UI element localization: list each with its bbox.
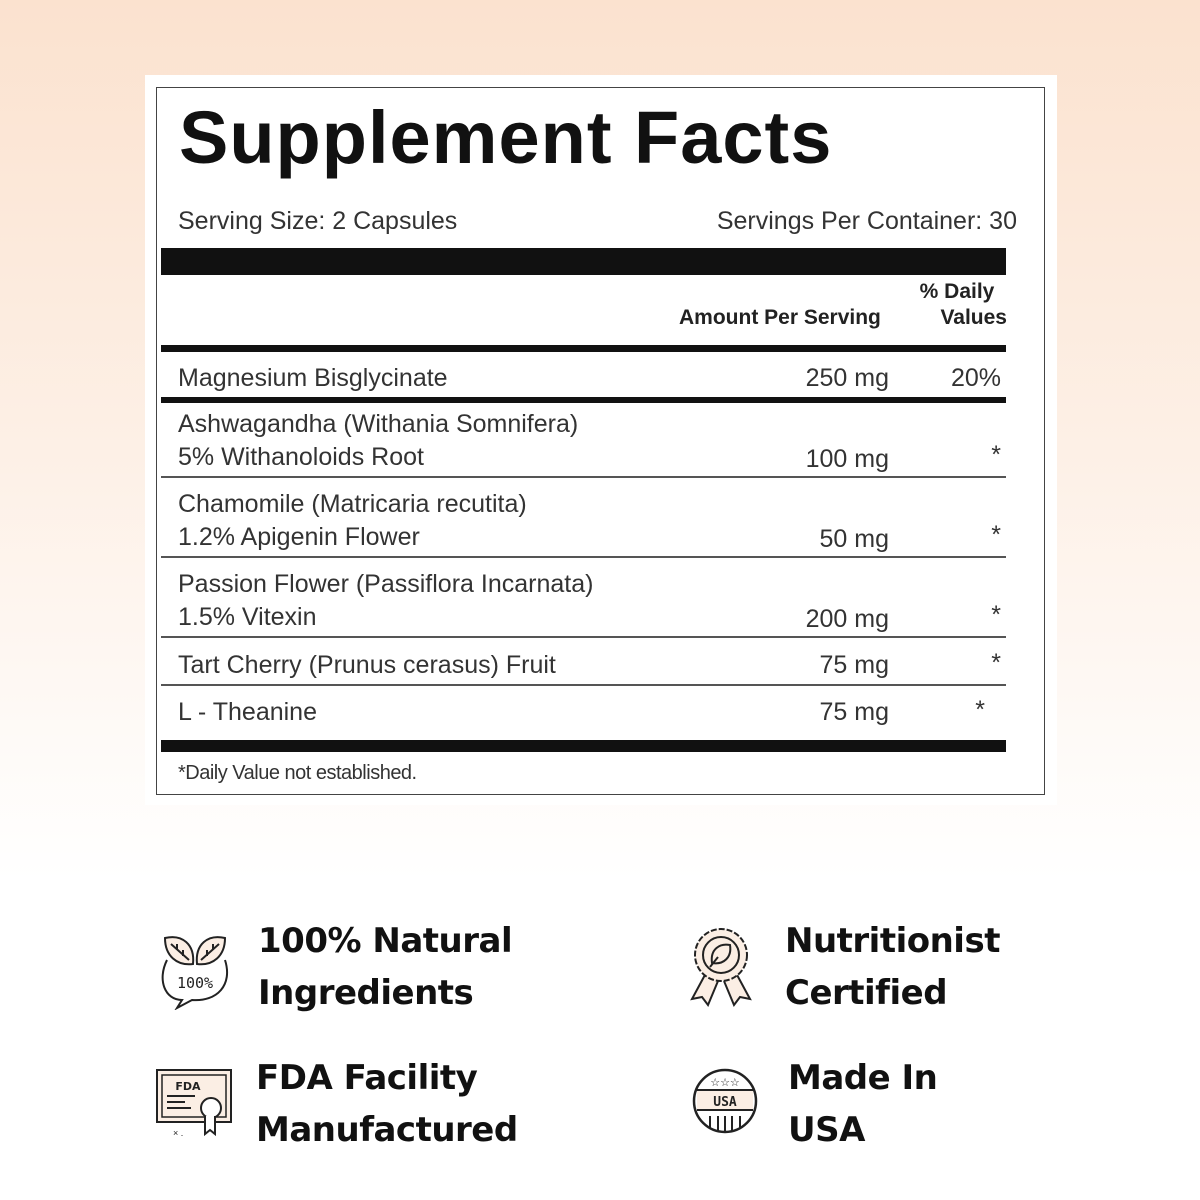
divider: [161, 556, 1006, 558]
ingredient-name: Passion Flower (Passiflora Incarnata): [178, 570, 594, 598]
leaf-100-percent-icon: 100%: [161, 936, 228, 1010]
divider: [161, 684, 1006, 686]
ingredient-name: Magnesium Bisglycinate: [178, 364, 448, 392]
serving-size: Serving Size: 2 Capsules: [178, 207, 458, 235]
footnote: *Daily Value not established.: [178, 762, 417, 784]
divider-thick: [161, 345, 1006, 352]
ingredient-amount: 50 mg: [819, 525, 889, 553]
ingredient-dv: *: [991, 521, 1001, 549]
ingredient-amount: 75 mg: [819, 651, 889, 679]
award-ribbon-leaf-icon: [690, 928, 752, 1007]
feature-line: Manufactured: [256, 1110, 518, 1150]
ingredient-name: L - Theanine: [178, 698, 317, 726]
ingredient-detail: 1.2% Apigenin Flower: [178, 523, 420, 551]
feature-line: 100% Natural: [258, 921, 513, 961]
feature-nutritionist-certified: Nutritionist Certified: [785, 915, 1000, 1019]
feature-fda-facility: FDA Facility Manufactured: [256, 1052, 518, 1156]
svg-text:USA: USA: [713, 1095, 737, 1110]
ingredient-name: Tart Cherry (Prunus cerasus) Fruit: [178, 651, 556, 679]
feature-line: Nutritionist: [785, 921, 1000, 961]
feature-made-in-usa: Made In USA: [788, 1052, 938, 1156]
ingredient-detail: 5% Withanoloids Root: [178, 443, 424, 471]
feature-line: Ingredients: [258, 973, 474, 1013]
col-amount-header: Amount Per Serving: [679, 306, 881, 329]
svg-text:× .: × .: [173, 1128, 183, 1138]
ingredient-dv: *: [975, 696, 985, 724]
divider: [161, 476, 1006, 478]
ingredient-dv: *: [991, 441, 1001, 469]
ingredient-amount: 75 mg: [819, 698, 889, 726]
feature-line: USA: [788, 1110, 865, 1150]
ingredient-dv: *: [991, 601, 1001, 629]
ingredient-amount: 250 mg: [805, 364, 889, 392]
feature-line: FDA Facility: [256, 1058, 478, 1098]
label-title: Supplement Facts: [179, 96, 833, 179]
feature-line: Made In: [788, 1058, 938, 1098]
divider-thick: [161, 740, 1006, 752]
svg-text:100%: 100%: [177, 974, 213, 992]
usa-badge-icon: ☆☆☆ USA: [692, 1068, 758, 1134]
divider-thick: [161, 397, 1006, 403]
divider: [161, 636, 1006, 638]
ingredient-detail: 1.5% Vitexin: [178, 603, 317, 631]
fda-certificate-icon: FDA × .: [156, 1069, 232, 1138]
servings-per-container: Servings Per Container: 30: [716, 207, 1017, 235]
svg-text:FDA: FDA: [175, 1080, 201, 1093]
feature-natural-ingredients: 100% Natural Ingredients: [258, 915, 513, 1019]
feature-line: Certified: [785, 973, 948, 1013]
svg-text:☆☆☆: ☆☆☆: [710, 1077, 740, 1089]
col-dv-header-2: Values: [940, 306, 1007, 329]
ingredient-dv: *: [991, 649, 1001, 677]
ingredient-amount: 200 mg: [805, 605, 889, 633]
col-dv-header-1: % Daily: [919, 280, 995, 303]
ingredient-name: Ashwagandha (Withania Somnifera): [178, 410, 579, 438]
ingredient-amount: 100 mg: [805, 445, 889, 473]
ingredient-dv: 20%: [950, 364, 1001, 392]
divider-thick: [161, 248, 1006, 275]
supplement-facts-label: Supplement Facts Serving Size: 2 Capsule…: [145, 75, 1057, 805]
label-border: [156, 87, 1045, 795]
ingredient-name: Chamomile (Matricaria recutita): [178, 490, 527, 518]
